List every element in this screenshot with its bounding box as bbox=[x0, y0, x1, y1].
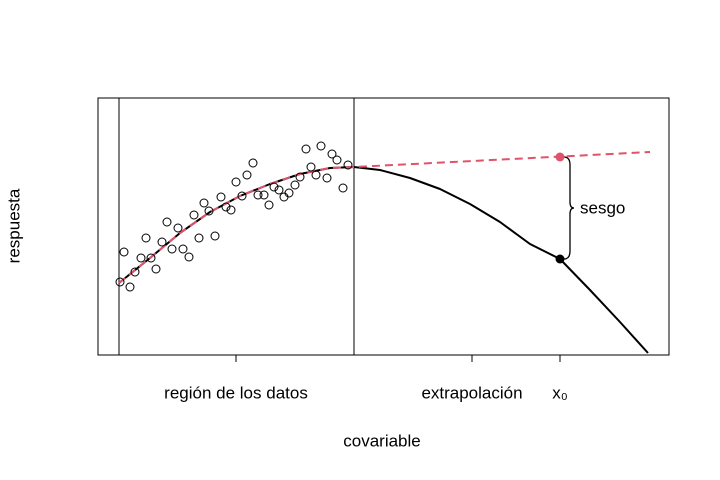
true-curve bbox=[118, 166, 649, 354]
plot-frame bbox=[97, 97, 670, 356]
data-point bbox=[210, 231, 220, 241]
data-point bbox=[141, 233, 151, 243]
data-point bbox=[173, 223, 183, 233]
x-axis-label: covariable bbox=[343, 431, 421, 450]
x-tick-label: región de los datos bbox=[164, 383, 308, 402]
data-point bbox=[269, 182, 279, 192]
data-point bbox=[284, 188, 294, 198]
data-point bbox=[216, 192, 226, 202]
data-point bbox=[151, 264, 161, 274]
data-point bbox=[248, 158, 258, 168]
data-point bbox=[306, 162, 316, 172]
data-point bbox=[301, 144, 311, 154]
x-tick-label: x₀ bbox=[552, 383, 568, 402]
data-point bbox=[130, 267, 140, 277]
data-point bbox=[226, 205, 236, 215]
data-point bbox=[189, 210, 199, 220]
data-point bbox=[327, 149, 337, 159]
y-axis-label: respuesta bbox=[4, 188, 23, 263]
data-point bbox=[146, 253, 156, 263]
data-point bbox=[157, 237, 167, 247]
data-point bbox=[194, 233, 204, 243]
data-point bbox=[290, 180, 300, 190]
data-point bbox=[279, 192, 289, 202]
data-point bbox=[221, 202, 231, 212]
data-point bbox=[316, 141, 326, 151]
data-point bbox=[311, 170, 321, 180]
data-point bbox=[237, 191, 247, 201]
bias-label: sesgo bbox=[580, 198, 625, 217]
fitted-point bbox=[555, 152, 565, 162]
data-point bbox=[242, 170, 252, 180]
true-point bbox=[555, 254, 565, 264]
data-point bbox=[199, 198, 209, 208]
data-point bbox=[253, 190, 263, 200]
data-point bbox=[264, 200, 274, 210]
data-point bbox=[343, 160, 353, 170]
data-point bbox=[274, 185, 284, 195]
data-point bbox=[295, 172, 305, 182]
data-point bbox=[259, 190, 269, 200]
x-tick-label: extrapolación bbox=[421, 383, 522, 402]
data-point bbox=[167, 244, 177, 254]
bias-brace bbox=[563, 156, 575, 260]
data-point bbox=[136, 253, 146, 263]
data-point bbox=[115, 277, 125, 287]
data-point bbox=[204, 206, 214, 216]
data-point bbox=[162, 217, 172, 227]
data-point bbox=[178, 244, 188, 254]
data-point bbox=[125, 282, 135, 292]
data-point bbox=[184, 252, 194, 262]
data-point bbox=[231, 177, 241, 187]
data-point bbox=[119, 247, 129, 257]
data-point bbox=[338, 183, 348, 193]
data-point bbox=[332, 155, 342, 165]
data-point bbox=[322, 173, 332, 183]
fitted-curve bbox=[118, 151, 651, 284]
